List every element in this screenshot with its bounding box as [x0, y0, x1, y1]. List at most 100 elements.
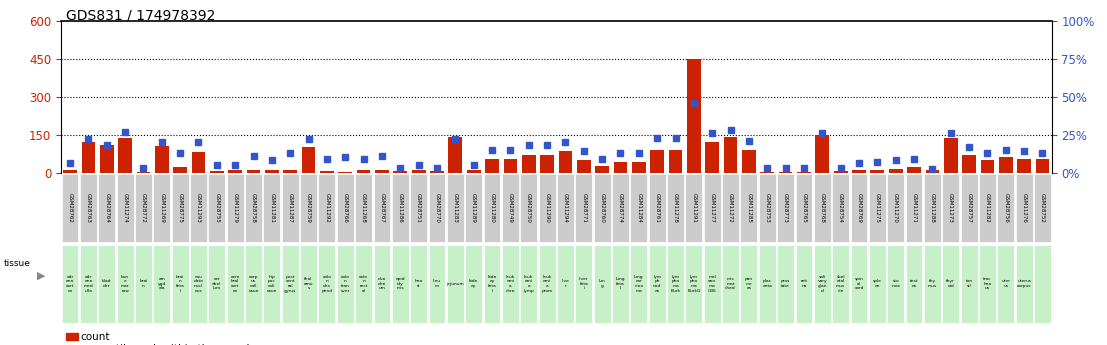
Text: trac
hea
us: trac hea us [983, 277, 992, 290]
Bar [118, 138, 132, 172]
FancyBboxPatch shape [245, 245, 262, 323]
Text: leuk
emi
a
chro: leuk emi a chro [506, 275, 515, 293]
Text: lung
car
cino
ma: lung car cino ma [634, 275, 643, 293]
FancyBboxPatch shape [869, 174, 886, 242]
Text: GSM28749: GSM28749 [508, 193, 513, 223]
Text: leuk
emi
a
lymp: leuk emi a lymp [524, 275, 534, 293]
FancyBboxPatch shape [668, 174, 684, 242]
FancyBboxPatch shape [227, 245, 244, 323]
Text: GSM28761: GSM28761 [654, 193, 660, 223]
Bar [981, 160, 994, 172]
FancyBboxPatch shape [154, 245, 170, 323]
Text: GSM11287: GSM11287 [288, 193, 292, 223]
Text: test
es: test es [910, 279, 919, 288]
FancyBboxPatch shape [319, 245, 335, 323]
FancyBboxPatch shape [80, 245, 96, 323]
FancyBboxPatch shape [777, 174, 794, 242]
Text: lym
pho
ma
Burk: lym pho ma Burk [671, 275, 681, 293]
Text: corp
us
call
osun: corp us call osun [248, 275, 259, 293]
Text: kidn
ey
feta
l: kidn ey feta l [487, 275, 497, 293]
Text: reti
na: reti na [800, 279, 808, 288]
FancyBboxPatch shape [924, 245, 941, 323]
Text: percentile rank within the sample: percentile rank within the sample [81, 344, 256, 345]
Text: hea
rt: hea rt [415, 279, 423, 288]
Bar [210, 171, 224, 172]
FancyBboxPatch shape [906, 245, 922, 323]
FancyBboxPatch shape [722, 174, 739, 242]
Bar [870, 170, 884, 172]
FancyBboxPatch shape [850, 245, 868, 323]
FancyBboxPatch shape [979, 245, 996, 323]
Text: ton
sil: ton sil [965, 279, 973, 288]
Text: sto
mac: sto mac [891, 279, 900, 288]
Text: GSM11276: GSM11276 [1022, 193, 1026, 223]
Bar [613, 162, 628, 172]
Text: GSM28768: GSM28768 [820, 193, 825, 223]
FancyBboxPatch shape [741, 174, 757, 242]
Text: GSM11274: GSM11274 [123, 193, 127, 223]
Text: GSM11282: GSM11282 [985, 193, 990, 223]
Text: jejunum: jejunum [446, 282, 464, 286]
FancyBboxPatch shape [392, 174, 408, 242]
Text: colo
n
des
pend: colo n des pend [321, 275, 332, 293]
FancyBboxPatch shape [116, 174, 134, 242]
FancyBboxPatch shape [741, 245, 757, 323]
FancyBboxPatch shape [887, 245, 904, 323]
FancyBboxPatch shape [99, 245, 115, 323]
Text: sple
en: sple en [872, 279, 882, 288]
FancyBboxPatch shape [593, 174, 611, 242]
Text: duo
den
um: duo den um [377, 277, 386, 290]
FancyBboxPatch shape [428, 245, 445, 323]
Bar [302, 147, 315, 172]
Bar [669, 150, 682, 172]
Text: lym
ph
nod
es: lym ph nod es [653, 275, 661, 293]
FancyBboxPatch shape [1016, 174, 1033, 242]
FancyBboxPatch shape [832, 245, 849, 323]
FancyBboxPatch shape [1016, 245, 1033, 323]
FancyBboxPatch shape [557, 174, 573, 242]
Text: GSM11294: GSM11294 [563, 193, 568, 223]
Text: GSM28753: GSM28753 [765, 193, 769, 223]
Text: skel
etal
mus
cle: skel etal mus cle [836, 275, 846, 293]
Text: lung
feta
l: lung feta l [615, 277, 625, 290]
FancyBboxPatch shape [465, 245, 483, 323]
FancyBboxPatch shape [373, 174, 391, 242]
Text: GSM28760: GSM28760 [600, 193, 604, 223]
Text: GSM28772: GSM28772 [141, 193, 146, 223]
Text: GSM11281: GSM11281 [269, 193, 275, 223]
Text: GSM28750: GSM28750 [526, 193, 531, 223]
FancyBboxPatch shape [814, 245, 830, 323]
Bar [944, 138, 958, 172]
FancyBboxPatch shape [997, 174, 1014, 242]
Text: pan
cre
as: pan cre as [745, 277, 753, 290]
FancyBboxPatch shape [300, 245, 317, 323]
Bar [925, 170, 939, 172]
Text: uter
us: uter us [1001, 279, 1011, 288]
FancyBboxPatch shape [263, 245, 280, 323]
FancyBboxPatch shape [62, 174, 79, 242]
Text: GSM11289: GSM11289 [472, 193, 476, 223]
Text: GSM28771: GSM28771 [581, 193, 587, 223]
Bar [724, 137, 737, 172]
Bar [412, 170, 425, 172]
Bar [816, 135, 829, 172]
FancyBboxPatch shape [300, 174, 317, 242]
Text: leuk
emi
a
prom: leuk emi a prom [541, 275, 552, 293]
Bar [907, 167, 921, 172]
Text: GSM11280: GSM11280 [489, 193, 495, 223]
Text: GSM28765: GSM28765 [801, 193, 807, 223]
Text: hip
poc
cali
osun: hip poc cali osun [267, 275, 277, 293]
Text: pros
tate: pros tate [780, 279, 790, 288]
Text: GSM11286: GSM11286 [397, 193, 403, 223]
Text: GSM11284: GSM11284 [637, 193, 641, 223]
Bar [1017, 159, 1031, 172]
FancyBboxPatch shape [539, 174, 556, 242]
FancyBboxPatch shape [520, 174, 537, 242]
FancyBboxPatch shape [208, 245, 226, 323]
Text: GSM11291: GSM11291 [692, 193, 696, 223]
Text: GSM28755: GSM28755 [215, 193, 219, 223]
Text: cau
date
nucl
eus: cau date nucl eus [194, 275, 204, 293]
Text: mis
mat
ched: mis mat ched [725, 277, 736, 290]
Bar [559, 151, 572, 172]
Bar [375, 170, 389, 172]
